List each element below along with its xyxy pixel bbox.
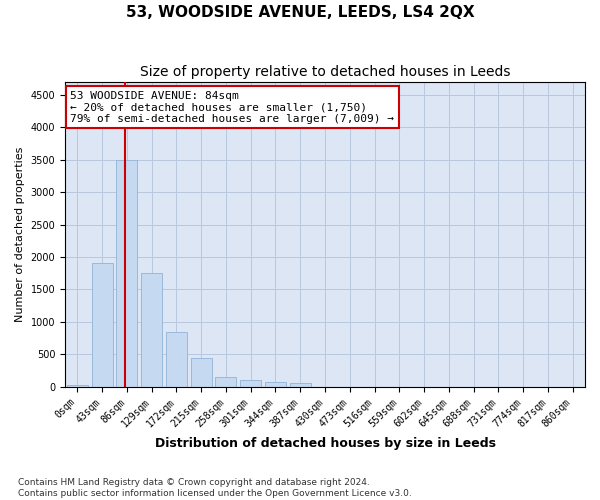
Bar [290, 383, 311, 387]
Bar [141, 273, 162, 387]
Bar [215, 376, 236, 387]
Bar [166, 332, 187, 387]
Bar [240, 380, 261, 387]
Bar [67, 385, 88, 387]
Bar [191, 358, 212, 387]
Title: Size of property relative to detached houses in Leeds: Size of property relative to detached ho… [140, 65, 510, 79]
Y-axis label: Number of detached properties: Number of detached properties [15, 146, 25, 322]
Bar [92, 264, 113, 387]
Bar [265, 382, 286, 387]
Text: 53 WOODSIDE AVENUE: 84sqm
← 20% of detached houses are smaller (1,750)
79% of se: 53 WOODSIDE AVENUE: 84sqm ← 20% of detac… [70, 90, 394, 124]
Text: 53, WOODSIDE AVENUE, LEEDS, LS4 2QX: 53, WOODSIDE AVENUE, LEEDS, LS4 2QX [125, 5, 475, 20]
Text: Contains HM Land Registry data © Crown copyright and database right 2024.
Contai: Contains HM Land Registry data © Crown c… [18, 478, 412, 498]
X-axis label: Distribution of detached houses by size in Leeds: Distribution of detached houses by size … [155, 437, 496, 450]
Bar [116, 160, 137, 387]
